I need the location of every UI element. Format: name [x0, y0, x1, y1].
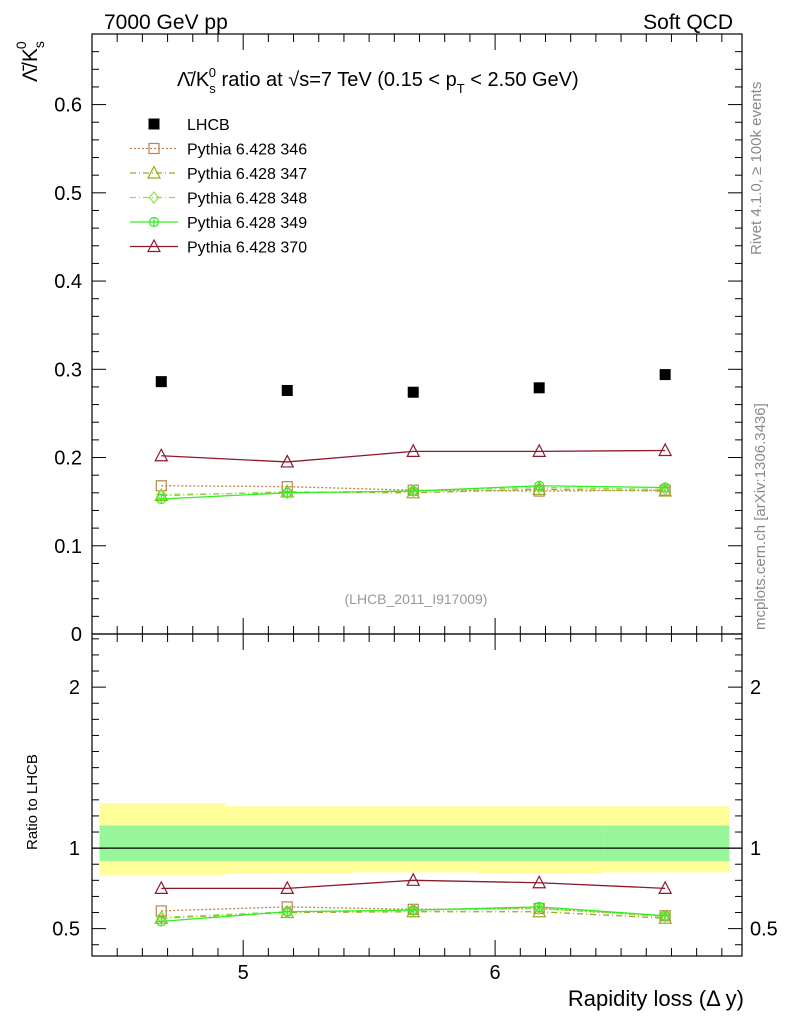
ratio-series-pythia-6-428-349 — [156, 901, 671, 927]
ratio-point — [282, 906, 293, 917]
data-point — [154, 447, 169, 462]
main-ytick-label: 0.5 — [54, 183, 82, 205]
series-lhcb — [155, 369, 671, 398]
ratio-point — [408, 905, 419, 916]
legend-label: Pythia 6.428 349 — [187, 215, 307, 232]
legend-marker — [148, 191, 160, 204]
data-point — [659, 369, 671, 381]
data-point — [532, 443, 547, 457]
rivet-label: Rivet 4.1.0, ≥ 100k events — [748, 82, 765, 255]
ratio-y-axis: 0.5 0.5 1 1 2 2 — [52, 638, 778, 946]
analysis-watermark: (LHCB_2011_I917009) — [345, 591, 488, 607]
main-panel: 0 0.1 0.2 0.3 0.4 0.5 0.6 Λ̄/Ks0 Λ̄/Ks0 ratio … — [13, 33, 743, 646]
data-point — [281, 486, 293, 500]
main-ytick-label: 0.2 — [54, 448, 82, 470]
ratio-point — [658, 880, 673, 894]
data-point — [156, 493, 167, 505]
legend-label: LHCB — [187, 117, 230, 134]
data-point — [534, 480, 545, 491]
legend-entry: Pythia 6.428 370 — [130, 238, 307, 257]
legend-entry: LHCB — [148, 117, 230, 134]
legend-entry: Pythia 6.428 349 — [130, 215, 307, 232]
main-y-axis: 0 0.1 0.2 0.3 0.4 0.5 0.6 — [54, 34, 742, 646]
ratio-ytick-label-right: 2 — [750, 677, 761, 699]
ratio-point — [281, 905, 293, 919]
ratio-ytick-label-left: 1 — [69, 838, 80, 860]
legend-marker — [147, 238, 161, 253]
inner-band — [603, 825, 730, 862]
ratio-ytick-label-left: 0.5 — [52, 919, 80, 941]
legend-label: Pythia 6.428 346 — [187, 142, 307, 159]
inner-band — [477, 825, 604, 862]
header-left: 7000 GeV pp — [104, 11, 228, 34]
main-ytick-label: 0.3 — [54, 359, 82, 381]
legend-label: Pythia 6.428 370 — [187, 240, 307, 257]
series-pythia-6-428-349 — [156, 480, 671, 505]
main-ytick-label: 0.4 — [54, 271, 82, 293]
data-point — [407, 484, 419, 498]
inner-band — [225, 825, 352, 862]
series-line — [161, 449, 666, 463]
legend-entry: Pythia 6.428 346 — [130, 142, 307, 159]
legend-entry: Pythia 6.428 348 — [130, 191, 307, 208]
legend: LHCB Pythia 6.428 346 Pythia 6.428 347 Pyth… — [130, 117, 307, 257]
main-ytick-label: 0.6 — [54, 95, 82, 117]
inner-band — [351, 825, 478, 862]
ratio-point — [658, 910, 673, 924]
legend-label: Pythia 6.428 348 — [187, 191, 307, 208]
data-point — [533, 382, 545, 394]
data-point — [282, 487, 293, 498]
ratio-ytick-label-right: 0.5 — [750, 919, 778, 941]
main-ytick-label: 0.1 — [54, 536, 82, 558]
series-pythia-6-428-370 — [154, 442, 673, 468]
x-axis-label: Rapidity loss (Δ y) — [568, 986, 744, 1011]
ratio-ytick-label-left: 2 — [69, 677, 80, 699]
ratio-point — [280, 880, 295, 894]
ratio-point — [406, 903, 421, 918]
ratio-line — [161, 879, 666, 890]
main-title: Λ̄/Ks0 ratio at √s=7 TeV (0.15 < pT < 2.… — [177, 65, 579, 96]
ratio-uncertainty-bands — [92, 803, 742, 876]
legend-marker — [148, 118, 160, 130]
xtick-label: 6 — [490, 962, 501, 984]
legend-label: Pythia 6.428 347 — [187, 166, 307, 183]
ratio-point — [156, 916, 167, 927]
ratio-y-label: Ratio to LHCB — [24, 754, 41, 850]
ratio-frame — [91, 633, 743, 957]
header-right: Soft QCD — [643, 11, 733, 34]
ratio-point — [534, 901, 545, 912]
ratio-point — [532, 874, 547, 889]
data-point — [658, 442, 673, 457]
data-point — [406, 443, 421, 457]
data-point — [280, 454, 295, 468]
ratio-series-group — [154, 872, 673, 927]
inner-band — [99, 825, 226, 862]
data-point — [660, 482, 671, 493]
ratio-point — [660, 910, 671, 921]
xtick-label: 5 — [238, 962, 249, 984]
data-point — [281, 384, 293, 396]
ratio-point — [406, 872, 421, 886]
data-point — [155, 480, 167, 492]
ratio-ytick-label-right: 1 — [750, 838, 761, 860]
legend-marker — [148, 142, 160, 155]
ratio-point — [154, 880, 169, 894]
legend-marker — [148, 216, 160, 228]
legend-marker — [147, 165, 161, 179]
ratio-point — [659, 910, 671, 924]
ratio-point — [407, 903, 419, 917]
ratio-series-pythia-6-428-370 — [154, 872, 673, 894]
ratio-point — [155, 905, 167, 917]
main-series-group — [154, 369, 673, 505]
legend-entry: Pythia 6.428 347 — [130, 165, 307, 183]
main-ytick-label: 0 — [71, 624, 82, 646]
mcplots-label: mcplots.cern.ch [arXiv:1306.3436] — [752, 403, 769, 630]
data-point — [408, 485, 419, 497]
data-point — [155, 376, 167, 388]
main-y-label: Λ̄/Ks0 — [13, 41, 47, 82]
data-point — [407, 386, 419, 398]
